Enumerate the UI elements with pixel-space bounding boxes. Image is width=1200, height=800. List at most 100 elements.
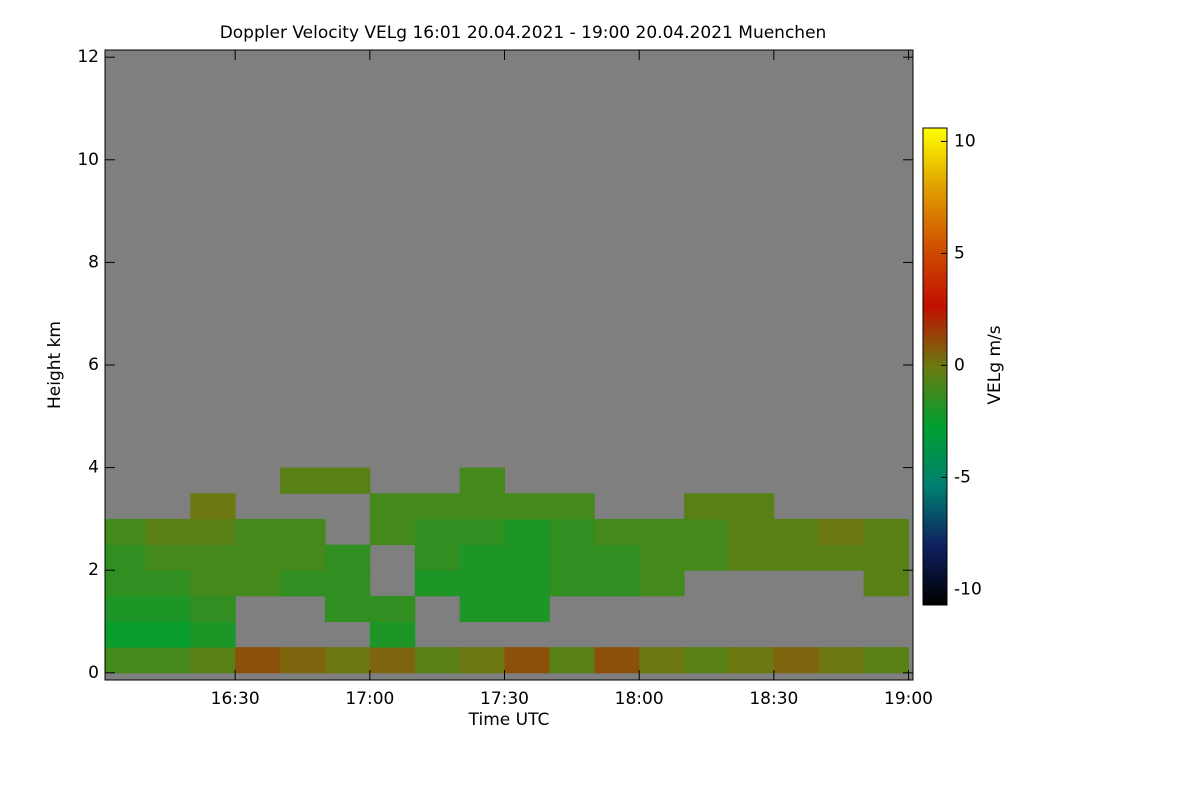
- heatmap-cell: [280, 518, 326, 546]
- heatmap-cell: [728, 647, 775, 674]
- heatmap-cell: [549, 493, 595, 520]
- colorbar-tick-label: 10: [954, 131, 976, 151]
- heatmap-cell: [190, 544, 236, 571]
- x-tick-label: 18:30: [749, 689, 798, 709]
- heatmap-cell: [369, 595, 416, 623]
- heatmap-cell: [459, 544, 506, 571]
- heatmap-cell: [105, 621, 146, 648]
- colorbar-label: VELg m/s: [985, 325, 1005, 404]
- heatmap-cell: [549, 647, 595, 674]
- heatmap-cell: [594, 647, 640, 674]
- heatmap-cell: [324, 647, 371, 674]
- heatmap-cell: [190, 647, 236, 674]
- x-tick-label: 19:00: [884, 689, 933, 709]
- heatmap-cell: [105, 570, 146, 597]
- heatmap-cell: [863, 647, 910, 674]
- heatmap-cell: [549, 544, 595, 571]
- heatmap-cell: [235, 570, 281, 597]
- heatmap-cell: [818, 518, 865, 546]
- heatmap-cell: [818, 544, 865, 571]
- heatmap-cell: [105, 544, 146, 571]
- heatmap-cell: [414, 518, 461, 546]
- x-tick-label: 18:00: [615, 689, 664, 709]
- heatmap-cell: [459, 647, 506, 674]
- heatmap-cell: [190, 493, 236, 520]
- heatmap-cell: [280, 467, 326, 494]
- heatmap-cell: [549, 518, 595, 546]
- y-tick-label: 8: [88, 252, 99, 272]
- heatmap-cell: [639, 518, 685, 546]
- heatmap-cell: [684, 493, 730, 520]
- heatmap-cell: [235, 544, 281, 571]
- heatmap-cell: [459, 570, 506, 597]
- heatmap-cell: [504, 518, 550, 546]
- heatmap-cell: [145, 621, 191, 648]
- colorbar-tick-label: -5: [954, 467, 971, 487]
- heatmap-cell: [684, 518, 730, 546]
- heatmap-cell: [145, 595, 191, 623]
- heatmap-cell: [773, 647, 820, 674]
- y-tick-label: 2: [88, 560, 99, 580]
- heatmap-cell: [504, 570, 550, 597]
- heatmap-cell: [728, 493, 775, 520]
- heatmap-cell: [594, 544, 640, 571]
- heatmap-cell: [414, 493, 461, 520]
- heatmap-cell: [190, 570, 236, 597]
- heatmap-cell: [145, 544, 191, 571]
- colorbar-tick-label: -10: [954, 579, 982, 599]
- heatmap-cell: [504, 544, 550, 571]
- heatmap-cell: [145, 518, 191, 546]
- heatmap-cell: [369, 647, 416, 674]
- heatmap-cell: [459, 467, 506, 494]
- x-tick-label: 17:30: [480, 689, 529, 709]
- colorbar-tick-label: 0: [954, 355, 965, 375]
- heatmap-cell: [369, 493, 416, 520]
- y-tick-label: 12: [77, 47, 99, 67]
- heatmap-cell: [549, 570, 595, 597]
- heatmap-cell: [459, 595, 506, 623]
- plot-area: [105, 50, 913, 680]
- heatmap-cell: [594, 570, 640, 597]
- colorbar-tick-label: 5: [954, 243, 965, 263]
- heatmap-cell: [145, 647, 191, 674]
- heatmap-cell: [773, 518, 820, 546]
- heatmap-cell: [235, 518, 281, 546]
- heatmap-cell: [504, 595, 550, 623]
- heatmap-cell: [594, 518, 640, 546]
- heatmap-cell: [280, 647, 326, 674]
- heatmap-cell: [190, 595, 236, 623]
- heatmap-cell: [728, 518, 775, 546]
- heatmap-cell: [504, 647, 550, 674]
- heatmap-cell: [639, 544, 685, 571]
- heatmap-cell: [459, 518, 506, 546]
- heatmap-cell: [639, 570, 685, 597]
- heatmap-cell: [459, 493, 506, 520]
- heatmap-cell: [369, 621, 416, 648]
- heatmap-cell: [190, 518, 236, 546]
- y-axis-label: Height km: [45, 321, 65, 409]
- heatmap-cell: [818, 647, 865, 674]
- heatmap-cell: [863, 570, 910, 597]
- heatmap-cell: [324, 544, 371, 571]
- heatmap-cell: [280, 544, 326, 571]
- heatmap-cell: [863, 518, 910, 546]
- heatmap-cell: [773, 544, 820, 571]
- x-axis-label: Time UTC: [468, 710, 550, 730]
- heatmap-cell: [235, 647, 281, 674]
- heatmap-cell: [105, 595, 146, 623]
- heatmap-cell: [414, 647, 461, 674]
- heatmap-cell: [324, 595, 371, 623]
- y-tick-label: 0: [88, 663, 99, 683]
- heatmap-cell: [324, 467, 371, 494]
- heatmap-cell: [414, 544, 461, 571]
- heatmap-cell: [684, 647, 730, 674]
- x-tick-label: 16:30: [211, 689, 260, 709]
- heatmap-cell: [324, 570, 371, 597]
- heatmap-cell: [105, 647, 146, 674]
- heatmap-cell: [280, 570, 326, 597]
- y-tick-label: 4: [88, 458, 99, 478]
- heatmap-cell: [504, 493, 550, 520]
- heatmap-cell: [105, 518, 146, 546]
- heatmap-cell: [863, 544, 910, 571]
